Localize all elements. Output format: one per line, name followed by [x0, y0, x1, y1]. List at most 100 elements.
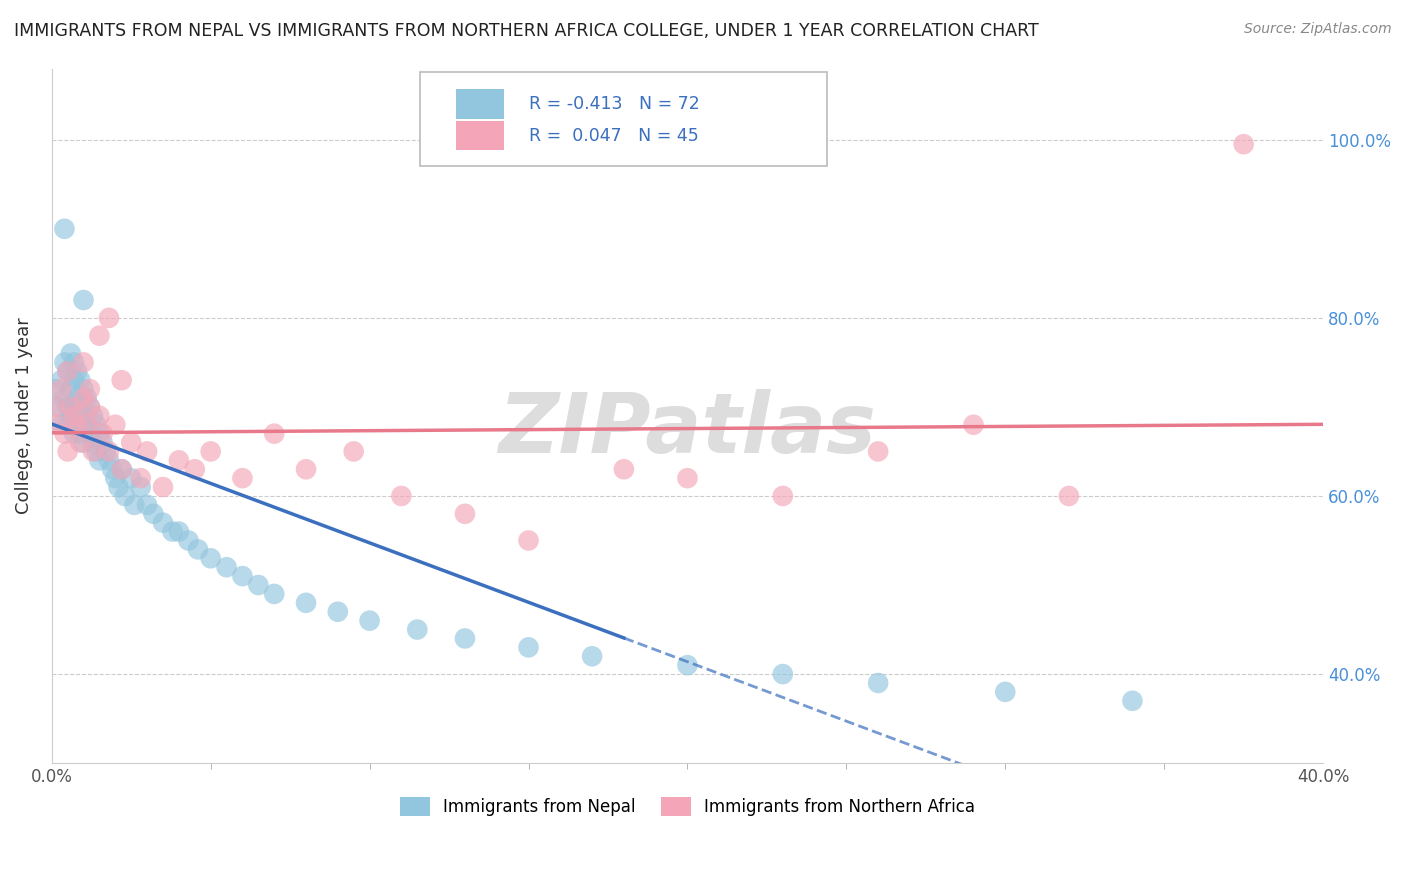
- Point: [46, 400, 69, 414]
- Point: [82, 444, 104, 458]
- Point: [66, 391, 89, 405]
- Point: [124, 498, 146, 512]
- Point: [72, 391, 94, 405]
- Point: [89, 453, 111, 467]
- Point: [104, 417, 127, 432]
- Point: [79, 426, 101, 441]
- Point: [44, 382, 66, 396]
- Point: [69, 435, 91, 450]
- Point: [56, 400, 79, 414]
- Point: [63, 355, 86, 369]
- Point: [120, 435, 142, 450]
- Point: [1121, 694, 1143, 708]
- Text: IMMIGRANTS FROM NEPAL VS IMMIGRANTS FROM NORTHERN AFRICA COLLEGE, UNDER 1 YEAR C: IMMIGRANTS FROM NEPAL VS IMMIGRANTS FROM…: [14, 22, 1039, 40]
- Point: [91, 426, 114, 441]
- Point: [53, 355, 76, 369]
- Point: [231, 471, 253, 485]
- Point: [114, 489, 136, 503]
- Point: [136, 498, 159, 512]
- Point: [184, 462, 207, 476]
- Point: [517, 640, 540, 655]
- Point: [72, 409, 94, 423]
- Point: [91, 435, 114, 450]
- Point: [454, 632, 477, 646]
- Point: [295, 596, 318, 610]
- Point: [676, 658, 699, 673]
- Point: [89, 409, 111, 423]
- Text: ZIPatlas: ZIPatlas: [499, 389, 876, 470]
- Point: [76, 417, 98, 432]
- Point: [215, 560, 238, 574]
- Point: [676, 471, 699, 485]
- Point: [63, 400, 86, 414]
- Point: [97, 453, 120, 467]
- FancyBboxPatch shape: [456, 121, 505, 151]
- Point: [56, 417, 79, 432]
- Point: [79, 400, 101, 414]
- Point: [167, 524, 190, 539]
- Point: [51, 382, 73, 396]
- Point: [63, 373, 86, 387]
- Point: [772, 667, 794, 681]
- Point: [69, 426, 91, 441]
- Point: [84, 417, 107, 432]
- Point: [200, 551, 222, 566]
- Point: [79, 400, 101, 414]
- Point: [59, 400, 82, 414]
- Point: [66, 417, 89, 432]
- Point: [613, 462, 636, 476]
- Point: [111, 373, 134, 387]
- FancyBboxPatch shape: [456, 89, 505, 119]
- Point: [994, 685, 1017, 699]
- Point: [517, 533, 540, 548]
- Point: [136, 444, 159, 458]
- Point: [97, 444, 120, 458]
- Point: [59, 382, 82, 396]
- Point: [772, 489, 794, 503]
- Point: [389, 489, 412, 503]
- Point: [868, 676, 890, 690]
- Point: [51, 373, 73, 387]
- Point: [97, 310, 120, 325]
- Point: [66, 364, 89, 378]
- Point: [53, 426, 76, 441]
- Point: [177, 533, 200, 548]
- Text: R =  0.047   N = 45: R = 0.047 N = 45: [529, 127, 699, 145]
- Point: [263, 587, 285, 601]
- Point: [142, 507, 165, 521]
- Point: [200, 444, 222, 458]
- Point: [63, 426, 86, 441]
- Text: Source: ZipAtlas.com: Source: ZipAtlas.com: [1244, 22, 1392, 37]
- Point: [89, 328, 111, 343]
- Point: [111, 462, 134, 476]
- Point: [581, 649, 603, 664]
- Point: [59, 409, 82, 423]
- Legend: Immigrants from Nepal, Immigrants from Northern Africa: Immigrants from Nepal, Immigrants from N…: [391, 789, 983, 824]
- Point: [82, 409, 104, 423]
- Point: [454, 507, 477, 521]
- Point: [162, 524, 184, 539]
- Point: [56, 444, 79, 458]
- Point: [59, 346, 82, 360]
- Point: [1057, 489, 1080, 503]
- Point: [868, 444, 890, 458]
- Point: [120, 471, 142, 485]
- Point: [53, 222, 76, 236]
- Point: [111, 462, 134, 476]
- Point: [152, 480, 174, 494]
- Point: [53, 391, 76, 405]
- Point: [84, 444, 107, 458]
- Point: [69, 373, 91, 387]
- Point: [72, 435, 94, 450]
- Point: [359, 614, 381, 628]
- Point: [263, 426, 285, 441]
- Text: R = -0.413   N = 72: R = -0.413 N = 72: [529, 95, 699, 113]
- Point: [44, 400, 66, 414]
- Point: [46, 417, 69, 432]
- Point: [129, 480, 152, 494]
- Point: [72, 293, 94, 307]
- Point: [56, 364, 79, 378]
- Point: [94, 444, 117, 458]
- Point: [69, 400, 91, 414]
- Point: [107, 480, 129, 494]
